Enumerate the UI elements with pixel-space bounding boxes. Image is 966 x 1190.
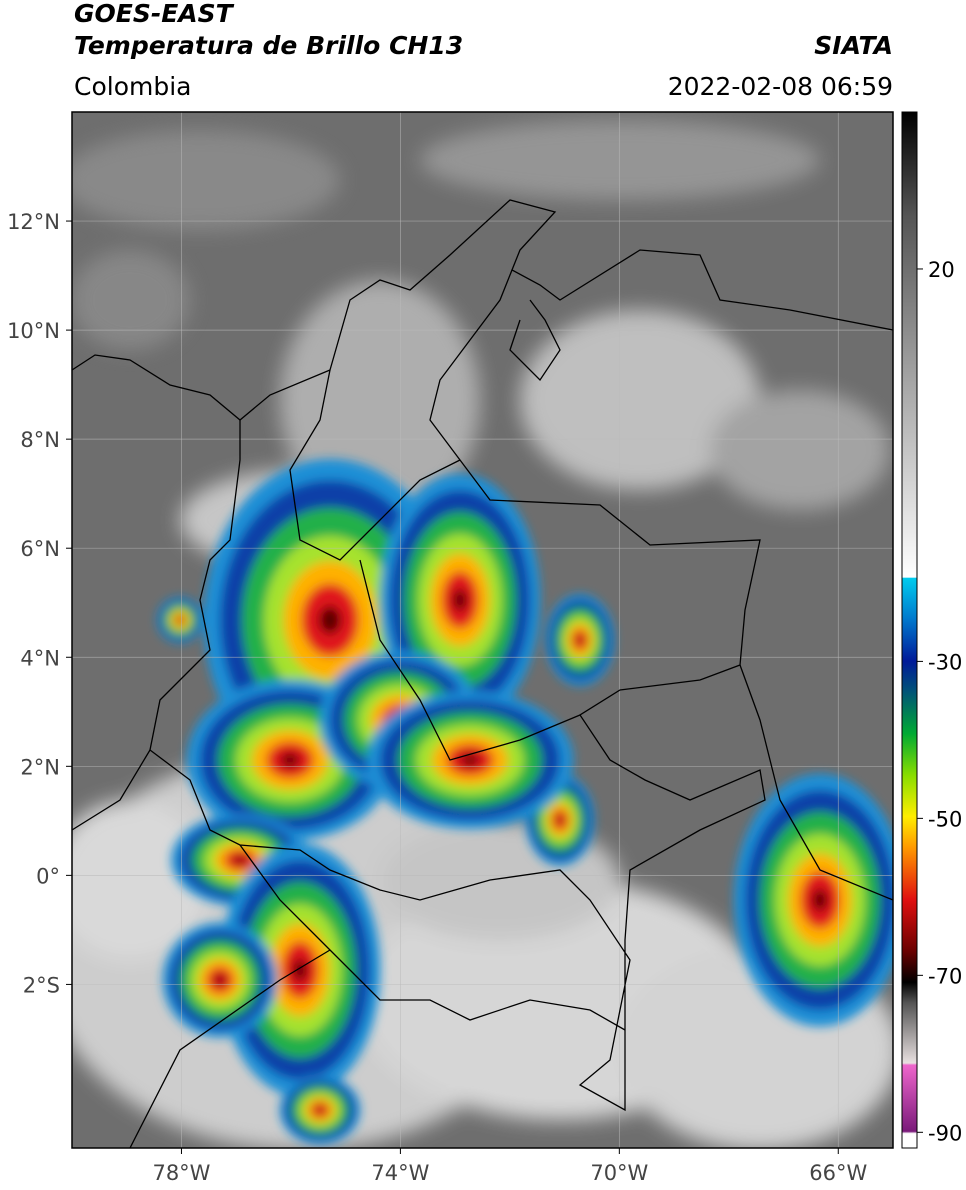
subtitle: Temperatura de Brillo CH13 — [74, 31, 463, 60]
colorbar-tick-label: 20 — [928, 258, 955, 282]
storm-cell — [453, 589, 467, 611]
y-tick-label: 2°N — [20, 755, 60, 779]
y-tick-label: 12°N — [7, 210, 60, 234]
map-frame — [71, 111, 894, 1149]
title: GOES-EAST — [74, 0, 235, 28]
storm-cell — [215, 975, 225, 985]
storm-cell — [557, 816, 563, 824]
y-tick-label: 0° — [36, 864, 60, 888]
colorbar-tick-label: -90 — [928, 1121, 962, 1145]
borders — [72, 199, 893, 1148]
source: SIATA — [814, 31, 893, 60]
storm-cell — [316, 1107, 324, 1113]
colorbar-tick-label: -50 — [928, 807, 962, 831]
x-tick-label: 74°W — [371, 1161, 429, 1185]
y-tick-label: 6°N — [20, 537, 60, 561]
storm-cell — [812, 889, 828, 911]
y-tick-label: 10°N — [7, 319, 60, 343]
storm-cell — [234, 856, 246, 864]
colorbar-tick-label: -30 — [928, 650, 962, 674]
datetime: 2022-02-08 06:59 — [668, 72, 893, 101]
storm-cell — [577, 636, 583, 644]
colorbar-tick-label: -70 — [928, 964, 962, 988]
y-tick-label: 2°S — [23, 973, 60, 997]
storm-cell — [293, 959, 307, 981]
storm-cell — [319, 606, 341, 634]
x-tick-label: 78°W — [152, 1161, 210, 1185]
region: Colombia — [74, 72, 191, 101]
x-tick-label: 70°W — [590, 1161, 648, 1185]
storm-cell — [461, 754, 479, 766]
colorbar — [901, 111, 918, 1149]
storm-cell — [281, 753, 299, 767]
satellite-image — [72, 112, 893, 1148]
y-tick-label: 8°N — [20, 428, 60, 452]
storm-cell — [178, 618, 182, 622]
x-tick-label: 66°W — [809, 1161, 867, 1185]
y-tick-label: 4°N — [20, 646, 60, 670]
